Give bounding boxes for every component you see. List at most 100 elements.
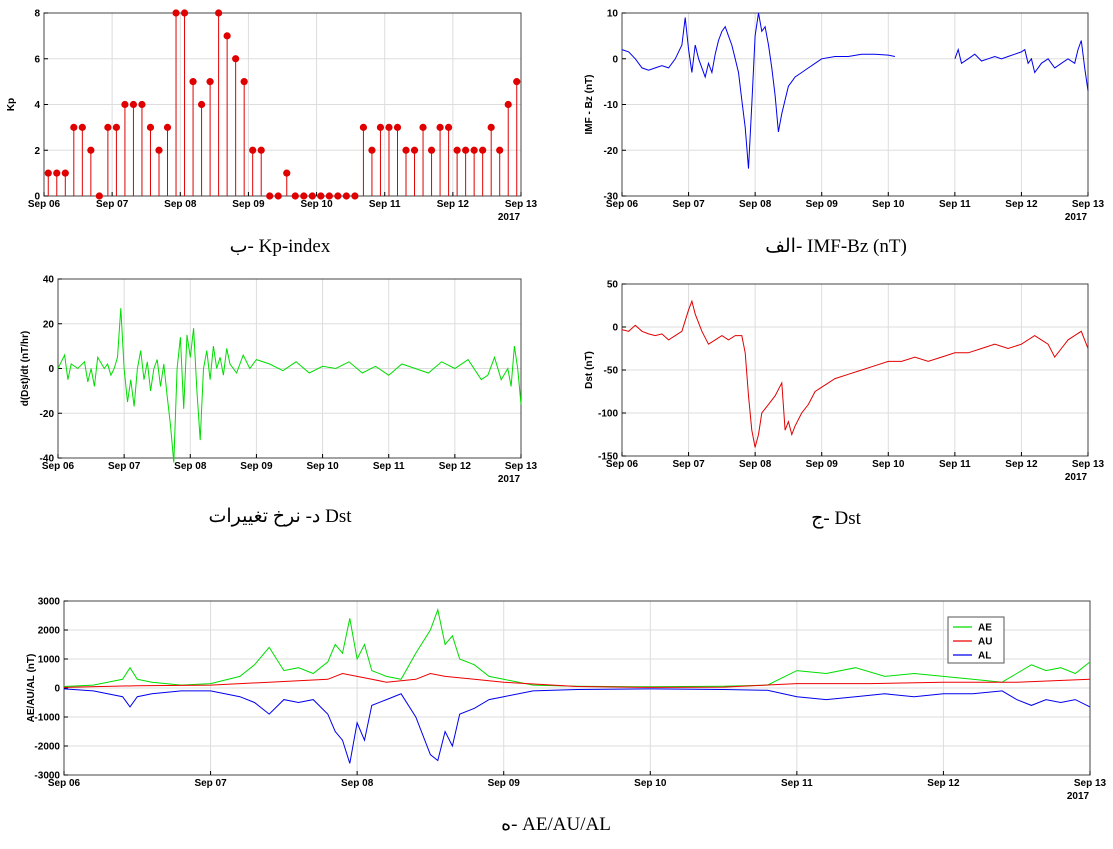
x-tick-label: Sep 06 bbox=[606, 199, 639, 210]
panel-caption: ه- AE/AU/AL bbox=[501, 814, 611, 835]
panel-dst: Sep 06 Sep 07 Sep 08 Sep 09 Sep 10 Sep 11 Sep … bbox=[584, 280, 1105, 530]
y-tick-label: -150 bbox=[598, 452, 618, 463]
kp-point bbox=[95, 192, 103, 200]
y-tick-label: -3000 bbox=[34, 771, 60, 782]
y-tick-label: -1000 bbox=[34, 713, 60, 724]
x-tick-label: Sep 12 bbox=[439, 461, 472, 472]
kp-point bbox=[368, 146, 376, 154]
kp-point bbox=[70, 123, 78, 131]
kp-point bbox=[504, 100, 512, 109]
x-tick-label: Sep 11 bbox=[781, 778, 813, 789]
panel-caption: ج- Dst bbox=[811, 508, 861, 529]
kp-point bbox=[189, 78, 197, 86]
kp-point bbox=[393, 123, 402, 131]
y-tick-label: -40 bbox=[40, 454, 55, 465]
kp-point bbox=[138, 100, 146, 109]
kp-point bbox=[325, 192, 333, 200]
kp-point bbox=[197, 100, 206, 109]
kp-point bbox=[240, 78, 248, 86]
x-tick-label: Sep 07 bbox=[96, 199, 129, 210]
kp-point bbox=[444, 123, 453, 131]
kp-point bbox=[513, 78, 521, 86]
y-tick-label: 20 bbox=[43, 319, 55, 330]
x-tick-label: Sep 10 bbox=[300, 199, 333, 210]
x-tick-label: Sep 07 bbox=[672, 199, 705, 210]
x-tick-label: Sep 09 bbox=[232, 199, 265, 210]
kp-point bbox=[104, 123, 112, 131]
y-tick-label: 6 bbox=[34, 54, 40, 65]
panel-caption: الف- IMF-Bz (nT) bbox=[765, 236, 907, 257]
x-tick-label: Sep 09 bbox=[806, 199, 839, 210]
x-tick-label: Sep 11 bbox=[939, 459, 971, 470]
kp-point bbox=[61, 169, 69, 177]
y-tick-label: 0 bbox=[34, 192, 40, 203]
year-label: 2017 bbox=[498, 474, 521, 485]
x-tick-label: Sep 11 bbox=[373, 461, 405, 472]
y-tick-label: 0 bbox=[612, 323, 618, 334]
y-tick-label: -10 bbox=[604, 100, 619, 111]
x-tick-label: Sep 06 bbox=[606, 459, 639, 470]
y-tick-label: 3000 bbox=[38, 597, 61, 608]
kp-point bbox=[266, 192, 274, 200]
x-tick-label: Sep 13 bbox=[505, 199, 538, 210]
kp-point bbox=[496, 146, 504, 154]
x-tick-label: Sep 12 bbox=[1005, 459, 1038, 470]
kp-point bbox=[470, 146, 478, 154]
panel-caption: ب- Kp-index bbox=[230, 236, 331, 257]
kp-point bbox=[317, 192, 325, 200]
x-tick-label: Sep 08 bbox=[739, 199, 772, 210]
kp-point bbox=[44, 169, 52, 177]
year-label: 2017 bbox=[1065, 472, 1088, 483]
kp-point bbox=[121, 100, 129, 109]
panel-kp: Sep 06 Sep 07 Sep 08 Sep 09 Sep 10 Sep 11 Sep … bbox=[6, 9, 538, 258]
x-tick-label: Sep 12 bbox=[437, 199, 470, 210]
kp-point bbox=[172, 9, 180, 17]
x-tick-label: Sep 11 bbox=[939, 199, 971, 210]
x-tick-label: Sep 09 bbox=[806, 459, 839, 470]
panel-ddst: Sep 06 Sep 07 Sep 08 Sep 09 Sep 10 Sep 11 Sep … bbox=[20, 275, 538, 528]
kp-point bbox=[479, 146, 487, 154]
ddst-series-line bbox=[57, 308, 522, 463]
kp-point bbox=[249, 146, 257, 154]
kp-point bbox=[206, 78, 214, 86]
bz-series-line bbox=[621, 12, 896, 169]
y-tick-label: 2 bbox=[34, 146, 40, 157]
series-line-al bbox=[63, 688, 1091, 764]
x-tick-label: Sep 10 bbox=[634, 778, 667, 789]
year-label: 2017 bbox=[1065, 212, 1088, 223]
y-tick-label: 10 bbox=[607, 9, 619, 20]
kp-point bbox=[232, 55, 240, 63]
kp-point bbox=[112, 123, 121, 131]
series-line-au bbox=[63, 672, 1091, 688]
bz-series-line bbox=[954, 40, 1089, 91]
x-tick-label: Sep 08 bbox=[164, 199, 197, 210]
x-tick-label: Sep 13 bbox=[1072, 459, 1105, 470]
legend-label-au: AU bbox=[978, 637, 992, 648]
x-tick-label: Sep 06 bbox=[28, 199, 61, 210]
y-tick-label: 0 bbox=[612, 54, 618, 65]
kp-point bbox=[436, 123, 444, 131]
kp-point bbox=[87, 146, 95, 154]
kp-point bbox=[342, 192, 350, 200]
x-tick-label: Sep 08 bbox=[341, 778, 374, 789]
y-axis-label: Dst (nT) bbox=[584, 351, 595, 389]
y-axis-label: d(Dst)/dt (nT/hr) bbox=[20, 331, 31, 407]
kp-point bbox=[419, 123, 427, 131]
kp-point bbox=[427, 146, 436, 154]
kp-point bbox=[53, 169, 61, 177]
y-tick-label: 8 bbox=[34, 9, 40, 20]
kp-point bbox=[257, 146, 265, 154]
kp-point bbox=[410, 146, 419, 154]
x-tick-label: Sep 06 bbox=[48, 778, 81, 789]
kp-point bbox=[308, 192, 316, 200]
x-tick-label: Sep 11 bbox=[369, 199, 401, 210]
kp-point bbox=[155, 146, 163, 154]
kp-point bbox=[385, 123, 393, 131]
kp-point bbox=[129, 100, 138, 109]
x-tick-label: Sep 09 bbox=[240, 461, 273, 472]
y-axis-label: AE/AU/AL (nT) bbox=[26, 654, 37, 723]
y-tick-label: -20 bbox=[40, 409, 55, 420]
panel-bz: Sep 06 Sep 07 Sep 08 Sep 09 Sep 10 Sep 11 Sep … bbox=[584, 9, 1105, 258]
x-tick-label: Sep 07 bbox=[672, 459, 705, 470]
kp-point bbox=[487, 123, 495, 131]
